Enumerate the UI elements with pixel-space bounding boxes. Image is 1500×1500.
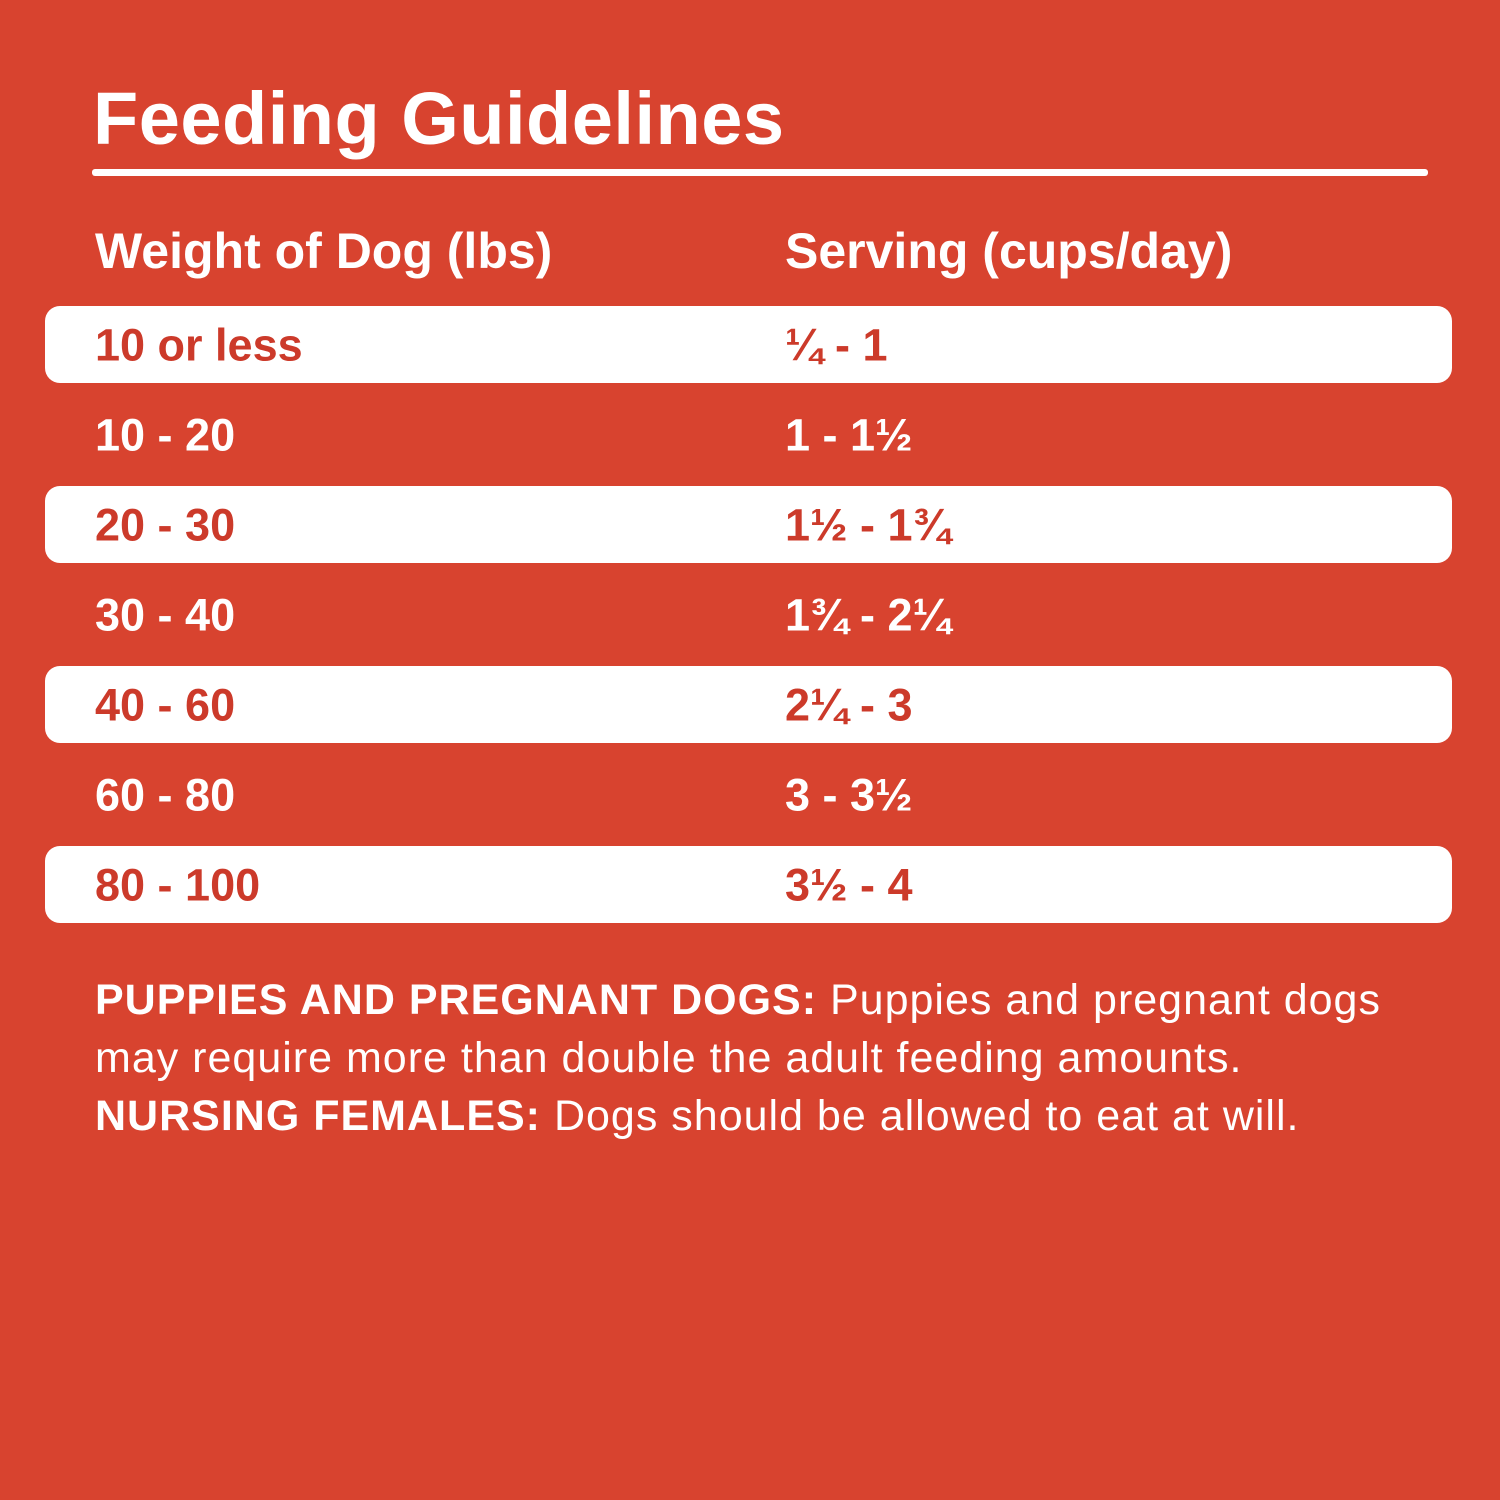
page-title: Feeding Guidelines: [93, 77, 785, 160]
weight-cell: 80 - 100: [95, 859, 261, 911]
serving-cell: 3 - 3½: [785, 769, 913, 821]
weight-cell: 10 or less: [95, 319, 303, 371]
serving-cell: 2¼ - 3: [785, 679, 913, 731]
table-row: 40 - 60 2¼ - 3: [0, 660, 1500, 750]
column-header-serving: Serving (cups/day): [785, 223, 1233, 279]
serving-cell: 1 - 1½: [785, 409, 913, 461]
table-row: 80 - 100 3½ - 4: [0, 840, 1500, 930]
table-row: 30 - 40 1¾ - 2¼: [0, 570, 1500, 660]
weight-cell: 20 - 30: [95, 499, 236, 551]
row-highlight-band: [45, 846, 1452, 923]
weight-cell: 60 - 80: [95, 769, 236, 821]
weight-cell: 30 - 40: [95, 589, 236, 641]
row-highlight-band: [45, 666, 1452, 743]
serving-cell: 1¾ - 2¼: [785, 589, 951, 641]
table-row: 10 - 20 1 - 1½: [0, 390, 1500, 480]
table-row: 20 - 30 1½ - 1¾: [0, 480, 1500, 570]
footnote-nursing-text: Dogs should be allowed to eat at will.: [541, 1092, 1300, 1140]
weight-cell: 10 - 20: [95, 409, 236, 461]
feeding-table: 10 or less ¼ - 1 10 - 20 1 - 1½ 20 - 30 …: [0, 300, 1500, 930]
row-highlight-band: [45, 306, 1452, 383]
footnote-puppies-lead: PUPPIES AND PREGNANT DOGS:: [95, 976, 818, 1024]
serving-cell: ¼ - 1: [785, 319, 888, 371]
serving-cell: 3½ - 4: [785, 859, 913, 911]
weight-cell: 40 - 60: [95, 679, 236, 731]
table-row: 60 - 80 3 - 3½: [0, 750, 1500, 840]
row-highlight-band: [45, 486, 1452, 563]
title-underline: [92, 169, 1428, 176]
footnote: PUPPIES AND PREGNANT DOGS: Puppies and p…: [95, 971, 1435, 1145]
footnote-puppies-text: Puppies and pregnant dogs may require mo…: [95, 976, 1381, 1082]
table-row: 10 or less ¼ - 1: [0, 300, 1500, 390]
column-header-weight: Weight of Dog (lbs): [95, 223, 553, 279]
footnote-nursing-lead: NURSING FEMALES:: [95, 1092, 541, 1140]
serving-cell: 1½ - 1¾: [785, 499, 951, 551]
